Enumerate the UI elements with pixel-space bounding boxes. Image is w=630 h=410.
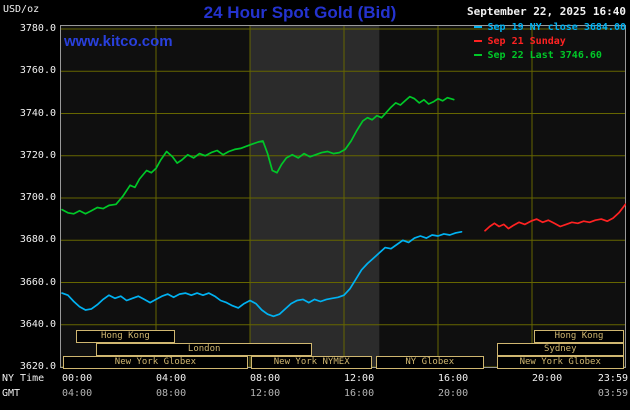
legend-line-marker-icon — [473, 26, 482, 28]
chart-title: 24 Hour Spot Gold (Bid) — [203, 3, 397, 22]
x-tick-label-ny: 00:00 — [62, 373, 93, 384]
y-tick-label: 3620.0 — [19, 361, 56, 372]
y-tick-label: 3760.0 — [19, 65, 56, 77]
legend-item-sep19: Sep 19 NY close 3684.00 — [473, 21, 626, 35]
y-tick-label: 3660.0 — [19, 276, 56, 288]
datetime-label: September 22, 2025 16:40 — [467, 5, 626, 18]
x-tick-label-ny: 23:59 — [597, 373, 628, 384]
x-tick-label-gmt: 03:59 — [597, 388, 628, 399]
session-box: NY Globex — [375, 356, 484, 369]
series-line-1 — [484, 203, 626, 232]
series-line-2 — [61, 95, 455, 215]
y-tick-label: 3720.0 — [19, 149, 56, 161]
y-axis-units-label: USD/oz — [3, 4, 40, 15]
plot-area: Hong Kong Hong Kong London Sydney New York G… — [60, 25, 626, 369]
legend-line-marker-icon — [473, 54, 482, 56]
x-tick-label-gmt: 12:00 — [250, 388, 281, 399]
x-tick-label-gmt: 20:00 — [438, 388, 469, 399]
chart-canvas — [60, 25, 626, 368]
y-tick-label: 3740.0 — [19, 107, 56, 119]
y-tick-label: 3700.0 — [19, 192, 56, 203]
x-tick-label-ny: 04:00 — [156, 373, 187, 384]
series-line-0 — [61, 230, 463, 318]
y-tick-label: 3640.0 — [19, 318, 56, 330]
nymex-session-band — [250, 25, 380, 368]
legend-line-marker-icon — [473, 40, 482, 42]
kitco-watermark-link[interactable]: www.kitco.com — [64, 33, 173, 50]
legend-label-sep21: Sep 21 Sunday — [487, 36, 566, 47]
session-box: London — [96, 343, 313, 356]
session-box: New York NYMEX — [251, 356, 373, 369]
legend-label-sep22: Sep 22 Last 3746.60 — [487, 50, 602, 61]
x-tick-label-ny: 16:00 — [438, 373, 469, 384]
y-tick-label: 3680.0 — [19, 234, 56, 246]
legend-item-sep21: Sep 21 Sunday — [473, 35, 626, 49]
session-box: New York Globex — [63, 356, 248, 369]
market-sessions: Hong Kong Hong Kong London Sydney New York G… — [60, 25, 626, 369]
x-tick-label-ny: 08:00 — [250, 373, 281, 384]
x-tick-label-ny: 20:00 — [532, 373, 563, 384]
session-box: Hong Kong — [76, 330, 175, 343]
x-tick-label-gmt: 04:00 — [62, 388, 93, 399]
session-box: New York Globex — [496, 356, 624, 369]
legend-label-sep19: Sep 19 NY close 3684.00 — [487, 22, 626, 33]
x-tick-label-gmt: 08:00 — [156, 388, 187, 399]
session-box: Sydney — [496, 343, 624, 356]
y-tick-label: 3780.0 — [19, 23, 56, 34]
x-tick-label-gmt: 16:00 — [344, 388, 375, 399]
legend-item-sep22: Sep 22 Last 3746.60 — [473, 49, 626, 63]
legend: Sep 19 NY close 3684.00 Sep 21 Sunday Se… — [473, 21, 626, 63]
x-tick-label-ny: 12:00 — [344, 373, 375, 384]
ny-time-axis-label: NY Time — [2, 373, 45, 384]
gmt-axis-label: GMT — [2, 388, 21, 399]
session-box: Hong Kong — [534, 330, 624, 343]
